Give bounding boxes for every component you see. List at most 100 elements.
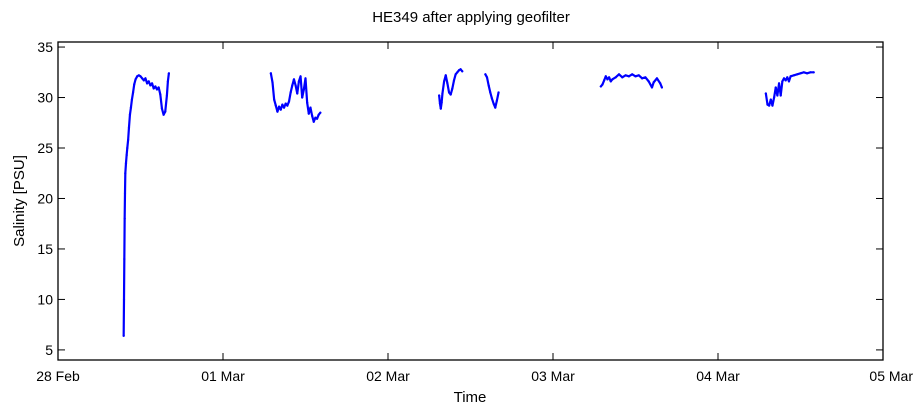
salinity-point xyxy=(147,80,150,83)
salinity-point xyxy=(133,83,136,86)
salinity-point xyxy=(123,192,127,195)
salinity-point xyxy=(802,71,805,74)
salinity-point xyxy=(660,86,664,89)
salinity-point xyxy=(144,77,147,80)
salinity-point xyxy=(784,79,787,82)
salinity-point xyxy=(490,97,494,100)
y-tick-label: 20 xyxy=(37,190,53,206)
salinity-point xyxy=(304,77,307,80)
salinity-point xyxy=(461,70,464,73)
salinity-point xyxy=(123,257,126,261)
salinity-point xyxy=(152,87,155,90)
y-tick-label: 15 xyxy=(37,241,53,257)
salinity-point xyxy=(131,91,135,94)
salinity-point xyxy=(439,107,442,110)
salinity-point xyxy=(159,93,162,96)
salinity-point xyxy=(126,146,129,150)
salinity-point xyxy=(457,69,461,72)
salinity-point xyxy=(494,106,497,109)
salinity-point xyxy=(459,68,462,71)
salinity-point xyxy=(309,106,312,109)
x-tick-label: 05 Mar xyxy=(869,368,913,384)
salinity-point xyxy=(641,77,644,80)
salinity-point xyxy=(787,80,791,83)
salinity-point xyxy=(306,101,309,104)
salinity-point xyxy=(307,112,310,115)
salinity-point xyxy=(284,102,287,105)
salinity-point xyxy=(289,91,292,94)
salinity-point xyxy=(444,74,447,77)
salinity-point xyxy=(796,73,799,76)
x-axis-label: Time xyxy=(454,389,487,405)
salinity-point xyxy=(287,100,291,103)
salinity-point xyxy=(269,72,272,75)
salinity-point xyxy=(659,82,662,85)
salinity-point xyxy=(779,94,782,97)
salinity-point xyxy=(644,76,647,79)
salinity-point xyxy=(601,83,604,86)
salinity-point xyxy=(603,79,606,82)
salinity-point xyxy=(167,72,170,75)
salinity-point xyxy=(652,81,655,84)
salinity-point xyxy=(154,85,157,88)
salinity-point xyxy=(319,111,322,114)
salinity-point xyxy=(614,76,617,79)
salinity-point xyxy=(271,81,274,84)
salinity-point xyxy=(608,76,611,79)
salinity-point xyxy=(492,102,495,105)
salinity-point xyxy=(438,102,442,105)
salinity-point xyxy=(438,94,441,97)
salinity-point xyxy=(292,78,296,81)
salinity-point xyxy=(776,94,779,97)
x-tick-label: 01 Mar xyxy=(201,368,245,384)
salinity-point xyxy=(441,92,444,95)
plot-area xyxy=(57,41,884,361)
salinity-point xyxy=(611,78,614,81)
salinity-point xyxy=(484,73,487,76)
salinity-point xyxy=(279,108,282,111)
salinity-point xyxy=(627,75,631,78)
salinity-point xyxy=(297,80,300,83)
salinity-point xyxy=(637,74,640,77)
salinity-point xyxy=(789,75,792,78)
y-tick-label: 30 xyxy=(37,90,53,106)
salinity-point xyxy=(621,76,624,79)
salinity-point xyxy=(456,71,459,74)
salinity-point xyxy=(624,74,627,77)
salinity-point xyxy=(446,82,449,85)
salinity-point xyxy=(278,105,281,108)
salinity-point xyxy=(806,72,809,75)
salinity-point xyxy=(125,153,128,157)
salinity-point xyxy=(774,86,777,89)
salinity-point xyxy=(634,75,637,78)
salinity-point xyxy=(617,73,621,76)
x-axis: 28 Feb 01 Mar 02 Mar 03 Mar 04 Mar 05 Mar xyxy=(36,42,913,384)
salinity-point xyxy=(281,103,284,106)
salinity-point xyxy=(766,103,769,106)
salinity-point xyxy=(631,73,634,76)
salinity-point xyxy=(150,82,154,85)
salinity-point xyxy=(302,88,305,91)
salinity-point xyxy=(124,172,127,175)
salinity-point xyxy=(273,98,276,101)
salinity-point xyxy=(122,298,126,301)
salinity-point xyxy=(122,334,125,337)
salinity-point xyxy=(276,110,279,113)
salinity-point xyxy=(141,77,144,80)
y-axis: 5 10 15 20 25 30 35 xyxy=(37,39,883,358)
data-series xyxy=(122,68,815,337)
salinity-point xyxy=(294,84,297,87)
salinity-point xyxy=(162,113,165,116)
salinity-point xyxy=(149,84,152,87)
salinity-point xyxy=(768,104,771,107)
x-tick-label: 03 Mar xyxy=(531,368,575,384)
salinity-point xyxy=(764,92,767,95)
salinity-point xyxy=(782,77,786,80)
chart-title: HE349 after applying geofilter xyxy=(372,9,570,26)
salinity-point xyxy=(296,92,299,95)
salinity-point xyxy=(136,75,139,78)
salinity-point xyxy=(773,96,776,99)
salinity-point xyxy=(165,94,168,97)
salinity-point xyxy=(812,71,815,74)
salinity-point xyxy=(452,79,456,82)
